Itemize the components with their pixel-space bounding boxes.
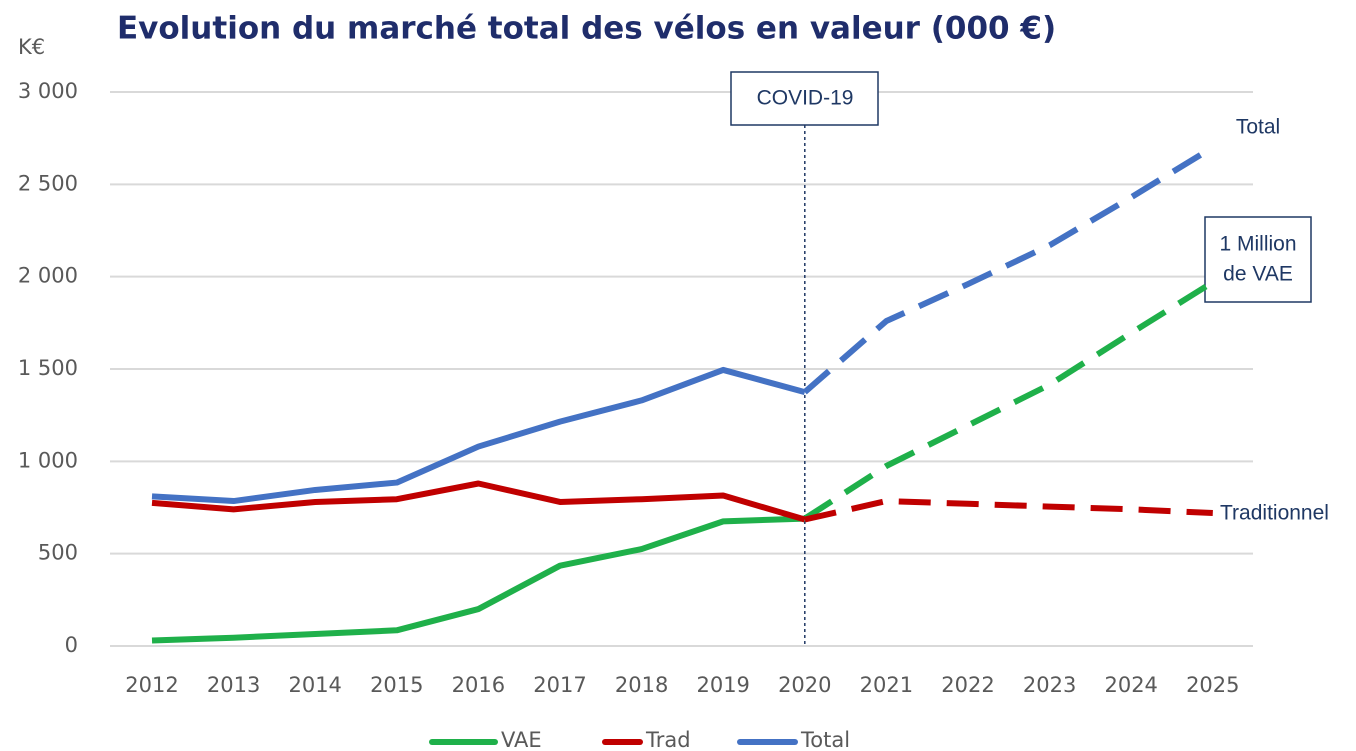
y-axis-label: K€ [18, 35, 45, 59]
legend-label: VAE [501, 728, 542, 751]
y-tick-label: 3 000 [18, 79, 78, 103]
x-tick-label: 2014 [288, 673, 341, 697]
x-tick-label: 2019 [696, 673, 749, 697]
legend-label: Trad [645, 728, 691, 751]
projection-line [804, 498, 1213, 523]
annotation: Total [1236, 116, 1280, 139]
x-tick-label: 2016 [452, 673, 505, 697]
y-tick-label: 2 000 [18, 264, 78, 288]
y-tick-label: 500 [38, 541, 78, 565]
y-tick-label: 2 500 [18, 171, 78, 195]
legend-label: Total [800, 728, 850, 751]
y-tick-label: 1 500 [18, 356, 78, 380]
x-tick-label: 2018 [615, 673, 668, 697]
annotation: Traditionnel [1220, 502, 1329, 525]
x-tick-label: 2021 [860, 673, 913, 697]
x-tick-label: 2013 [207, 673, 260, 697]
x-tick-label: 2012 [125, 673, 178, 697]
x-tick-label: 2017 [533, 673, 586, 697]
series-line [151, 515, 805, 644]
projection-line [802, 144, 1215, 395]
x-tick-label: 2023 [1023, 673, 1076, 697]
series-line [151, 480, 806, 523]
x-tick-label: 2024 [1104, 673, 1157, 697]
x-tick-label: 2020 [778, 673, 831, 697]
annotation-box [1204, 216, 1312, 303]
x-tick-label: 2025 [1186, 673, 1239, 697]
annotation: de VAE [1223, 263, 1293, 286]
chart-title: Evolution du marché total des vélos en v… [117, 11, 1056, 47]
annotation: 1 Million [1219, 233, 1296, 256]
series-line [151, 366, 806, 505]
x-tick-label: 2015 [370, 673, 423, 697]
projection-line [803, 279, 1215, 522]
y-tick-label: 1 000 [18, 448, 78, 472]
annotation: COVID-19 [757, 87, 854, 110]
y-tick-label: 0 [65, 633, 78, 657]
x-tick-label: 2022 [941, 673, 994, 697]
